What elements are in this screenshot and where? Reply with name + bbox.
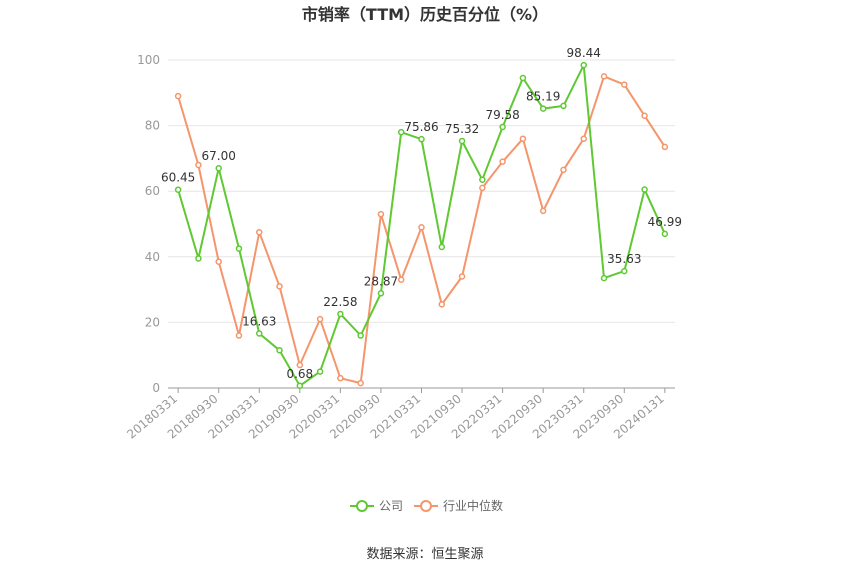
data-point — [641, 186, 648, 193]
data-point — [560, 102, 567, 110]
data-point — [256, 330, 263, 337]
y-tick-label: 20 — [145, 315, 160, 329]
y-tick-label: 0 — [152, 381, 160, 395]
data-point — [560, 166, 567, 174]
data-point — [479, 184, 486, 192]
data-point — [519, 74, 527, 82]
data-label: 85.19 — [526, 90, 560, 104]
data-point — [580, 61, 587, 69]
data-label: 46.99 — [648, 215, 682, 229]
data-point — [377, 210, 385, 218]
data-point — [174, 92, 182, 100]
data-point — [337, 374, 344, 382]
data-point — [296, 361, 304, 369]
data-point — [438, 243, 446, 251]
data-point — [519, 135, 527, 142]
data-point — [418, 135, 425, 143]
data-point — [641, 112, 648, 120]
data-point — [215, 164, 222, 172]
data-point — [479, 176, 486, 183]
data-point — [357, 379, 364, 387]
data-point — [499, 158, 506, 165]
data-label: 75.32 — [445, 122, 479, 136]
data-point — [174, 186, 182, 193]
data-point — [235, 332, 243, 339]
data-label: 75.86 — [404, 120, 438, 134]
legend-label: 公司 — [379, 499, 403, 513]
data-point — [458, 273, 466, 280]
data-point — [276, 347, 283, 354]
legend-marker-icon — [356, 500, 368, 512]
x-axis: 2018033120180930201903312019093020200331… — [124, 387, 675, 442]
legend-item-1[interactable]: 行业中位数 — [414, 498, 503, 513]
grid-lines — [168, 59, 675, 323]
y-tick-label: 60 — [145, 184, 160, 198]
data-point — [377, 290, 385, 297]
source-note: 数据来源：恒生聚源 — [366, 547, 483, 562]
y-tick-label: 100 — [137, 53, 160, 67]
data-point — [661, 230, 669, 238]
data-label: 28.87 — [364, 274, 398, 288]
data-point — [316, 368, 324, 375]
data-point — [215, 258, 222, 265]
data-label: 98.44 — [567, 46, 601, 60]
legend-marker-icon — [420, 500, 432, 512]
data-point — [316, 315, 324, 323]
data-point — [600, 274, 608, 282]
data-point — [539, 207, 547, 215]
data-label: 67.00 — [202, 149, 236, 163]
y-axis: 0 20 40 60 80 100 — [137, 53, 160, 395]
data-point — [397, 276, 405, 284]
data-label: 35.63 — [607, 252, 641, 266]
data-point — [600, 73, 608, 80]
data-point — [296, 382, 304, 390]
data-label: 79.58 — [485, 108, 519, 122]
data-label: 0.68 — [286, 367, 313, 381]
data-point — [397, 128, 405, 136]
y-tick-label: 80 — [145, 119, 160, 133]
legend[interactable]: 公司 行业中位数 — [350, 498, 503, 513]
data-label: 60.45 — [161, 171, 195, 185]
data-point — [195, 255, 202, 262]
chart-title: 市销率（TTM）历史百分位（%） — [302, 5, 548, 24]
data-point — [438, 301, 446, 308]
y-tick-label: 40 — [145, 250, 160, 264]
data-point — [418, 224, 425, 231]
series-group — [174, 61, 669, 390]
data-point — [458, 137, 466, 145]
data-point — [276, 283, 283, 290]
data-label: 16.63 — [242, 314, 276, 328]
data-point — [621, 81, 628, 88]
data-point — [580, 135, 587, 142]
data-label: 22.58 — [323, 295, 357, 309]
data-point — [256, 228, 263, 236]
data-point — [499, 123, 506, 131]
data-point — [337, 310, 344, 318]
data-point — [235, 245, 243, 252]
legend-item-0[interactable]: 公司 — [350, 499, 403, 513]
data-point — [539, 105, 547, 112]
data-point — [661, 143, 669, 151]
data-labels: 60.45 67.00 16.63 0.68 22.58 28.87 75.86 75.32 7… — [161, 46, 682, 381]
legend-label: 行业中位数 — [443, 498, 503, 513]
data-point — [621, 267, 628, 275]
data-point — [195, 161, 202, 169]
data-point — [357, 332, 364, 339]
